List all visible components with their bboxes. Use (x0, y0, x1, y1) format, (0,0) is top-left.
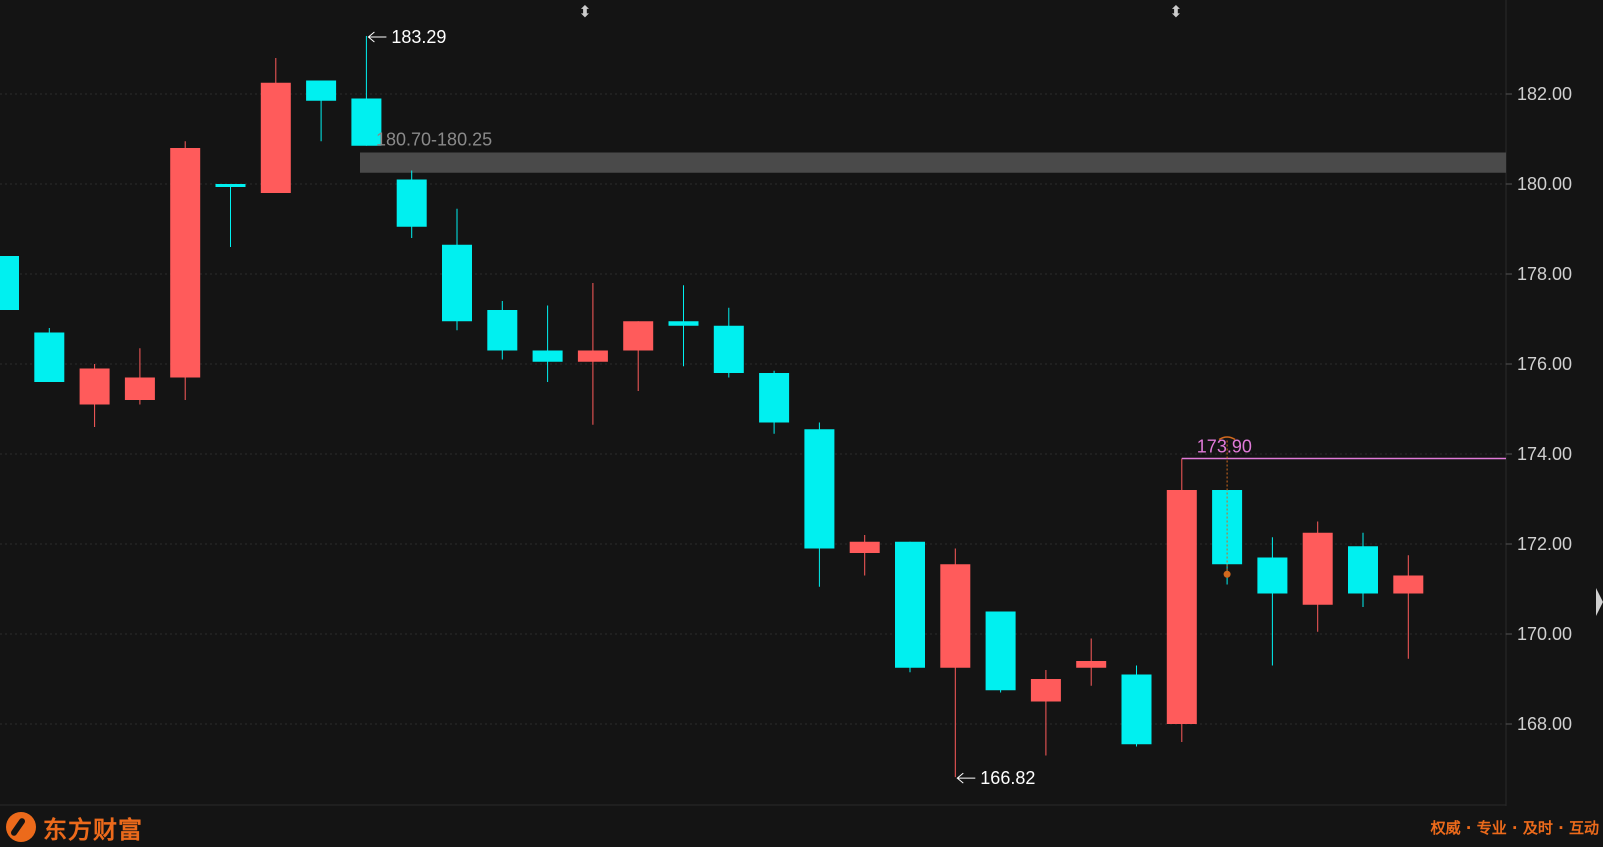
candle-body (804, 429, 835, 549)
candle-body (577, 350, 608, 362)
brand-name: 东方财富 (43, 815, 143, 844)
candle-body (34, 332, 65, 382)
candle-body (1166, 490, 1197, 724)
brand-slogan: 权威 · 专业 · 及时 · 互动 (1430, 819, 1599, 837)
y-tick-label: 170.00 (1517, 624, 1572, 644)
candle-body (668, 321, 699, 326)
y-tick-label: 178.00 (1517, 264, 1572, 284)
candle-body (623, 321, 654, 351)
candle-body (985, 611, 1016, 691)
marker-cap (1218, 436, 1236, 441)
high-price-label: 183.29 (391, 27, 446, 47)
annotations: 183.29 166.82 180.70-180.25 173.90 (367, 27, 1506, 788)
candle-body (260, 82, 291, 193)
candle-body (1257, 557, 1288, 594)
candle-body (442, 244, 472, 322)
candle-body (124, 377, 155, 400)
candle-body (759, 373, 790, 423)
candle-body (940, 564, 971, 668)
low-arrow-icon (956, 772, 976, 784)
scroll-arrow-icon[interactable] (1596, 588, 1603, 616)
y-tick-label: 182.00 (1517, 84, 1572, 104)
logo-icon (6, 812, 36, 842)
y-axis: 182.00 180.00 178.00 176.00 174.00 172.00 170.… (1506, 84, 1572, 734)
candle-body (215, 184, 246, 187)
marker-dot (1223, 570, 1231, 578)
candle-body (713, 325, 744, 373)
zone-band (360, 152, 1506, 173)
high-arrow-icon (367, 31, 387, 43)
candle-body (170, 148, 201, 378)
candle-body (396, 179, 427, 227)
y-tick-label: 174.00 (1517, 444, 1572, 464)
candle-body (0, 256, 19, 310)
candle-body (1393, 575, 1424, 594)
y-tick-label: 180.00 (1517, 174, 1572, 194)
grid-lines (0, 93, 1506, 725)
candle-body (1121, 674, 1152, 745)
drag-handles[interactable]: ⬍ ⬍ (578, 4, 1182, 21)
y-tick-label: 168.00 (1517, 714, 1572, 734)
candle-body (1348, 546, 1378, 594)
y-tick-label: 172.00 (1517, 534, 1572, 554)
zone-label: 180.70-180.25 (376, 130, 492, 150)
candle-body (79, 368, 110, 405)
candle-body (306, 80, 337, 101)
price-zone (360, 152, 1506, 173)
candle-body (351, 98, 382, 146)
low-price-label: 166.82 (980, 768, 1035, 788)
y-tick-label: 176.00 (1517, 354, 1572, 374)
reference-price-label: 173.90 (1197, 437, 1252, 457)
candle-body (895, 541, 925, 668)
candle-body (1302, 532, 1333, 605)
brand-logo[interactable]: 东方财富 (6, 811, 143, 844)
drag-handle-icon[interactable]: ⬍ (578, 4, 591, 21)
candle-body (1030, 679, 1061, 702)
candle-body (849, 541, 880, 553)
candle-body (487, 310, 518, 351)
scroll-handle[interactable] (1596, 588, 1603, 616)
candle-body (1076, 661, 1107, 668)
drag-handle-icon[interactable]: ⬍ (1169, 4, 1182, 21)
footer-bar: 东方财富 权威 · 专业 · 及时 · 互动 (0, 806, 1603, 847)
candles (0, 35, 1424, 778)
candle-body (532, 350, 563, 362)
